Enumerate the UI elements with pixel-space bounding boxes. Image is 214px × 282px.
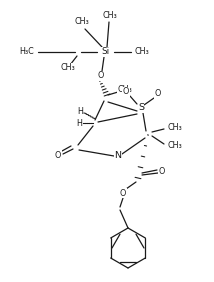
Text: CH₃: CH₃ [168, 124, 182, 133]
Text: O: O [159, 168, 165, 177]
Text: CH₃: CH₃ [61, 63, 75, 72]
Text: H: H [76, 118, 82, 127]
Text: O: O [98, 72, 104, 80]
Text: CH₃: CH₃ [135, 47, 149, 56]
Text: S: S [138, 103, 144, 113]
Text: H₃C: H₃C [20, 47, 34, 56]
Text: Si: Si [101, 47, 109, 56]
Text: O: O [155, 89, 161, 98]
Text: O: O [123, 87, 129, 96]
Text: CH₃: CH₃ [168, 140, 182, 149]
Text: H: H [77, 107, 83, 116]
Text: CH₃: CH₃ [103, 10, 117, 19]
Text: N: N [114, 151, 122, 160]
Text: CH₃: CH₃ [118, 85, 132, 94]
Text: CH₃: CH₃ [75, 17, 89, 27]
Text: O: O [120, 188, 126, 197]
Text: O: O [55, 151, 61, 160]
